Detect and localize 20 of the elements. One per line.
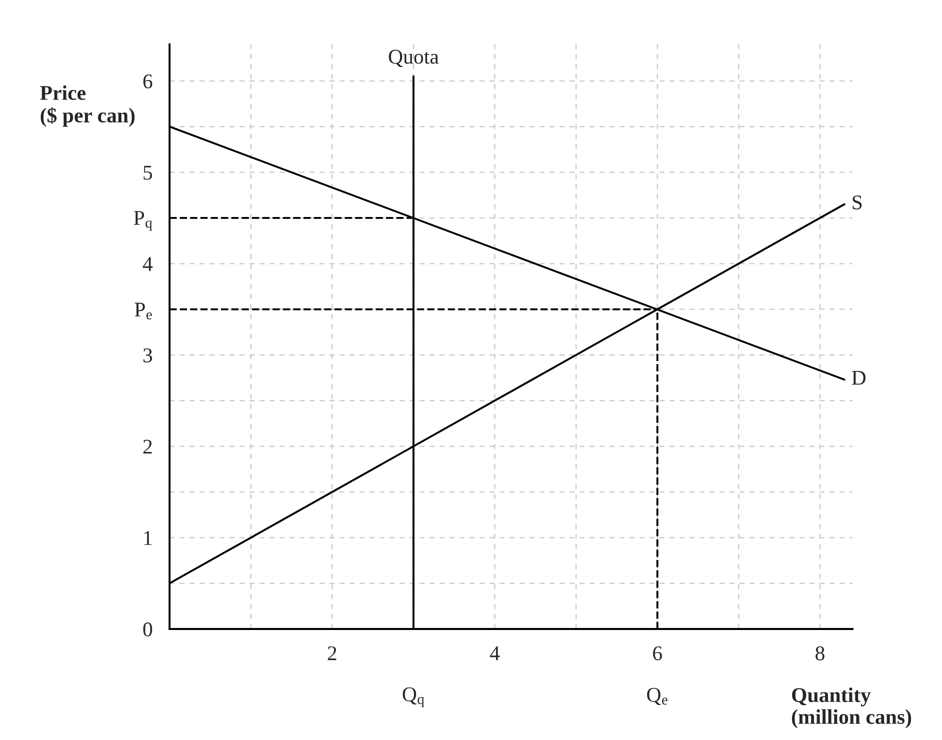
y-tick-label: 2 bbox=[143, 440, 152, 454]
x-tick-label: 4 bbox=[490, 646, 500, 660]
x-tick-label: 8 bbox=[816, 646, 824, 660]
series-label: Quota bbox=[388, 50, 439, 67]
y-tick-label: 5 bbox=[144, 166, 152, 180]
y-tick-label: P$_{e}$ bbox=[134, 302, 152, 320]
y-tick-label: 6 bbox=[143, 74, 152, 88]
y-tick-label: 4 bbox=[142, 257, 153, 271]
annotation: Q$_{q}$ bbox=[402, 687, 424, 708]
x-axis-title: Quantity (million cans) bbox=[792, 687, 912, 728]
series-label: D bbox=[852, 371, 866, 385]
y-axis-title: Price ($ per can) bbox=[40, 85, 135, 127]
x-tick-label: 6 bbox=[653, 646, 662, 660]
y-tick-label: 1 bbox=[144, 531, 152, 545]
annotation: Q$_{e}$ bbox=[647, 688, 668, 706]
y-tick-label: 0 bbox=[143, 622, 152, 636]
y-tick-label: 3 bbox=[143, 348, 152, 362]
series-label: S bbox=[852, 195, 862, 210]
y-tick-label: P$_{q}$ bbox=[134, 211, 152, 231]
x-tick-label: 2 bbox=[328, 646, 336, 660]
